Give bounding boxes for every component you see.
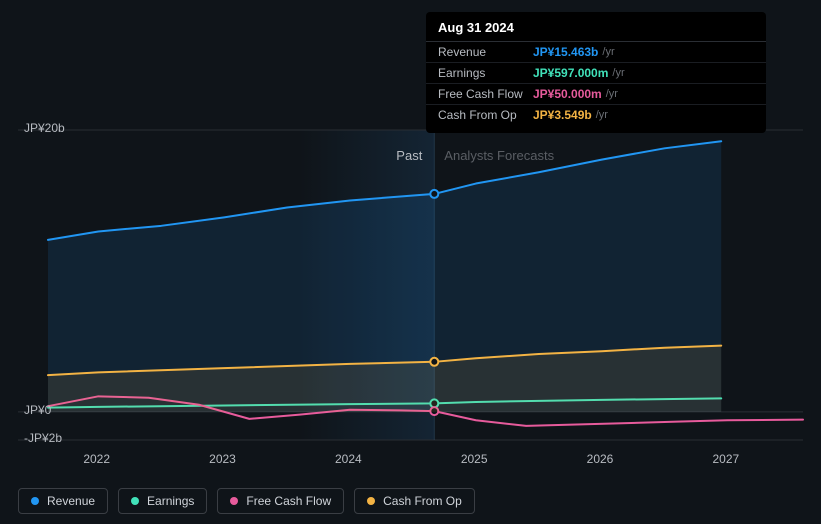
legend-item-cfo[interactable]: Cash From Op xyxy=(354,488,475,514)
tooltip-row-label: Free Cash Flow xyxy=(438,87,533,101)
legend-item-earnings[interactable]: Earnings xyxy=(118,488,207,514)
x-axis-label: 2022 xyxy=(83,452,110,466)
legend-item-fcf[interactable]: Free Cash Flow xyxy=(217,488,344,514)
y-axis-label: JP¥0 xyxy=(24,403,51,417)
data-tooltip: Aug 31 2024 RevenueJP¥15.463b/yrEarnings… xyxy=(426,12,766,133)
legend-dot-icon xyxy=(131,497,139,505)
x-axis-label: 2027 xyxy=(713,452,740,466)
tooltip-row-value: JP¥597.000m xyxy=(533,66,608,80)
legend-dot-icon xyxy=(31,497,39,505)
x-axis-label: 2025 xyxy=(461,452,488,466)
x-axis-label: 2026 xyxy=(587,452,614,466)
tooltip-row-label: Revenue xyxy=(438,45,533,59)
tooltip-row-value: JP¥3.549b xyxy=(533,108,592,122)
tooltip-row-label: Cash From Op xyxy=(438,108,533,122)
legend-item-label: Cash From Op xyxy=(383,494,462,508)
tooltip-row: Cash From OpJP¥3.549b/yr xyxy=(426,105,766,125)
tooltip-row-unit: /yr xyxy=(612,67,624,79)
legend-item-label: Free Cash Flow xyxy=(246,494,331,508)
tooltip-row-value: JP¥50.000m xyxy=(533,87,602,101)
legend: Revenue Earnings Free Cash Flow Cash From O… xyxy=(18,488,475,514)
past-region-label: Past xyxy=(396,148,422,163)
legend-dot-icon xyxy=(230,497,238,505)
tooltip-row-value: JP¥15.463b xyxy=(533,45,598,59)
legend-dot-icon xyxy=(367,497,375,505)
tooltip-row: EarningsJP¥597.000m/yr xyxy=(426,63,766,84)
tooltip-row-unit: /yr xyxy=(596,109,608,121)
tooltip-row: Free Cash FlowJP¥50.000m/yr xyxy=(426,84,766,105)
tooltip-row-label: Earnings xyxy=(438,66,533,80)
legend-item-label: Revenue xyxy=(47,494,95,508)
legend-item-label: Earnings xyxy=(147,494,194,508)
tooltip-date: Aug 31 2024 xyxy=(426,20,766,42)
forecast-region-label: Analysts Forecasts xyxy=(444,148,554,163)
tooltip-row-unit: /yr xyxy=(602,46,614,58)
y-axis-label: -JP¥2b xyxy=(24,431,62,445)
tooltip-row: RevenueJP¥15.463b/yr xyxy=(426,42,766,63)
tooltip-row-unit: /yr xyxy=(606,88,618,100)
y-axis-label: JP¥20b xyxy=(24,121,65,135)
legend-item-revenue[interactable]: Revenue xyxy=(18,488,108,514)
x-axis-label: 2024 xyxy=(335,452,362,466)
x-axis-label: 2023 xyxy=(209,452,236,466)
